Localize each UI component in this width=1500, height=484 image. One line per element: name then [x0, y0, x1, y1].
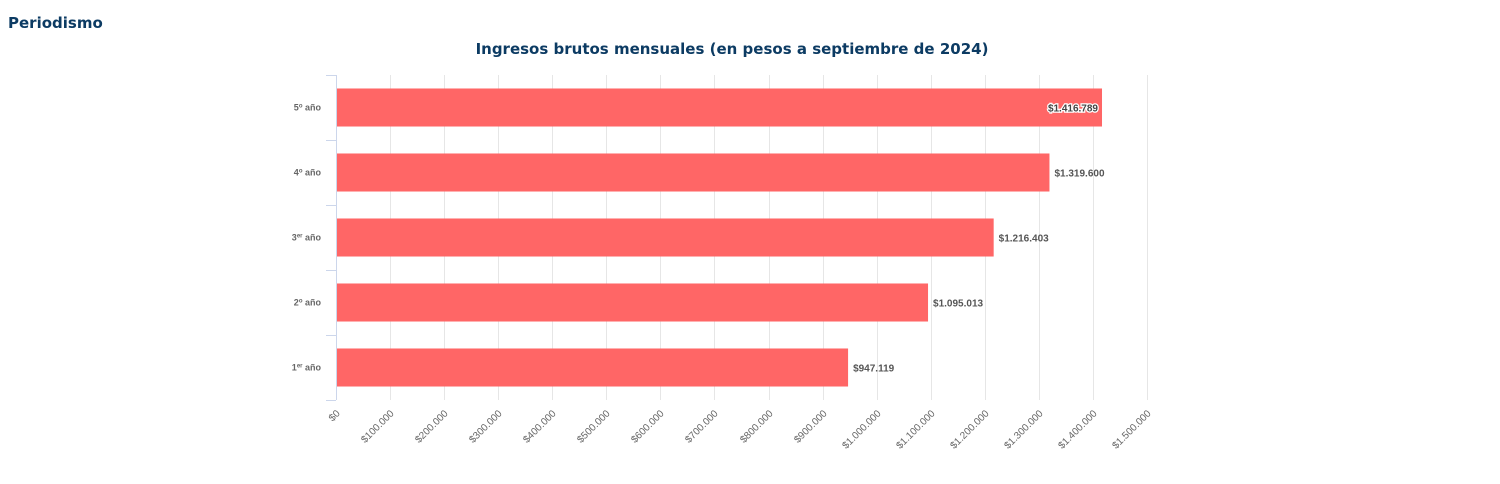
bar — [336, 153, 1050, 192]
bar — [336, 283, 929, 322]
data-label: $1.416.789 — [1048, 104, 1098, 115]
x-tick-label: $1.400.000 — [1056, 408, 1099, 451]
x-tick-label: $1.500.000 — [1110, 408, 1153, 451]
x-tick-label: $100.000 — [359, 408, 397, 446]
x-tick-label: $300.000 — [467, 408, 505, 446]
x-tick-label: $600.000 — [629, 408, 667, 446]
category-label: 4o año — [294, 168, 322, 178]
x-tick-label: $400.000 — [521, 408, 559, 446]
category-label: 2o año — [294, 298, 322, 308]
bar — [336, 218, 994, 257]
bar — [336, 88, 1103, 127]
x-tick-label: $900.000 — [792, 408, 830, 446]
x-tick-label: $700.000 — [683, 408, 721, 446]
category-label: 3er año — [292, 233, 322, 243]
x-tick-label: $1.200.000 — [948, 408, 991, 451]
data-label: $1.095.013 — [933, 299, 983, 310]
x-tick-label: $0 — [327, 408, 343, 424]
data-labels: $1.416.789 $1.319.600 $1.216.403 $1.095.013… — [853, 102, 1105, 375]
category-label: 1er año — [292, 363, 322, 373]
x-tick-label: $1.300.000 — [1002, 408, 1045, 451]
x-tick-label: $500.000 — [575, 408, 613, 446]
category-label: 5o año — [294, 103, 322, 113]
data-label: $1.216.403 — [999, 234, 1049, 245]
x-tick-label: $800.000 — [738, 408, 776, 446]
chart-title: Ingresos brutos mensuales (en pesos a se… — [476, 40, 989, 58]
bar — [336, 348, 849, 387]
x-tick-label: $1.100.000 — [894, 408, 937, 451]
data-label: $947.119 — [853, 364, 895, 375]
x-tick-label: $1.000.000 — [840, 408, 883, 451]
page-heading: Periodismo — [8, 14, 103, 32]
x-tick-label: $200.000 — [413, 408, 451, 446]
bars — [336, 88, 1103, 387]
data-label: $1.319.600 — [1054, 169, 1104, 180]
axes: $0 $100.000 $200.000 $300.000 $400.000 $500.0… — [292, 75, 1154, 452]
